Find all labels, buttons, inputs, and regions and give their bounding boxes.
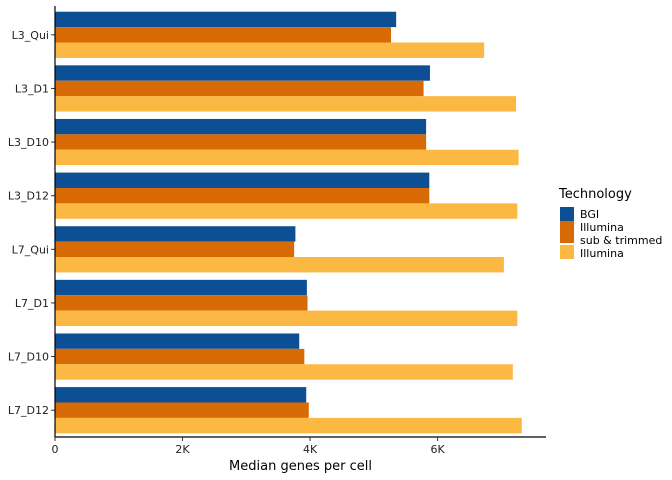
x-tick-label: 4K [303, 443, 318, 456]
category-label-L3_D12: L3_D12 [8, 190, 49, 203]
bar-L3_D12-series-0 [55, 172, 430, 188]
category-labels: L3_Qui L3_D1 L3_D10 L3_D12 L7_Qui L7_D1 L7_D10… [8, 29, 49, 417]
bar-L3_Qui-series-1 [55, 27, 392, 43]
bar-L3_D1-series-2 [55, 96, 517, 112]
bar-L7_Qui-series-1 [55, 241, 295, 258]
legend-title: Technology [558, 187, 632, 202]
bar-L3_D10-series-1 [55, 134, 427, 150]
bar-L7_D12-series-1 [55, 402, 309, 418]
bar-L3_D12-series-1 [55, 187, 430, 204]
bar-L7_D10-series-1 [55, 348, 305, 365]
bar-L7_Qui-series-0 [55, 226, 296, 242]
legend-key-series-1 [560, 221, 574, 243]
x-tick-label: 2K [175, 443, 190, 456]
category-label-L7_Qui: L7_Qui [12, 243, 49, 256]
x-tick-label: 6K [430, 443, 445, 456]
bar-L3_D10-series-2 [55, 149, 519, 166]
bars-layer [55, 11, 522, 434]
legend-label-series-0: BGI [580, 208, 599, 221]
bar-L7_D10-series-2 [55, 364, 513, 380]
bar-L3_D12-series-2 [55, 203, 518, 219]
legend-key-series-0 [560, 207, 574, 221]
category-label-L7_D10: L7_D10 [8, 351, 49, 364]
legend-label-series-1: Illumina [580, 221, 624, 234]
bar-L3_D1-series-0 [55, 65, 430, 81]
bar-L3_Qui-series-2 [55, 42, 485, 58]
bar-L7_D12-series-2 [55, 417, 522, 434]
bar-L3_D1-series-1 [55, 80, 424, 97]
x-axis-title: Median genes per cell [229, 459, 372, 474]
bar-L3_Qui-series-0 [55, 11, 397, 28]
bar-L7_D1-series-0 [55, 279, 307, 296]
legend-label-series-2: Illumina [580, 247, 624, 260]
category-label-L7_D1: L7_D1 [15, 297, 49, 310]
legend-key-series-2 [560, 245, 574, 259]
x-tick-label: 0 [52, 443, 59, 456]
category-label-L3_Qui: L3_Qui [12, 29, 49, 42]
category-label-L7_D12: L7_D12 [8, 404, 49, 417]
bar-L7_D10-series-0 [55, 333, 300, 349]
x-tick-labels: 0 2K 4K 6K [52, 443, 446, 456]
category-label-L3_D10: L3_D10 [8, 136, 49, 149]
legend-label-series-1: sub & trimmed [580, 234, 662, 247]
axes-layer [51, 6, 546, 441]
bar-L7_D1-series-2 [55, 310, 518, 327]
bar-L7_D1-series-1 [55, 295, 308, 311]
bar-L7_D12-series-0 [55, 387, 307, 403]
bar-L3_D10-series-0 [55, 118, 427, 135]
bar-L7_Qui-series-2 [55, 257, 504, 273]
category-label-L3_D1: L3_D1 [15, 82, 49, 95]
